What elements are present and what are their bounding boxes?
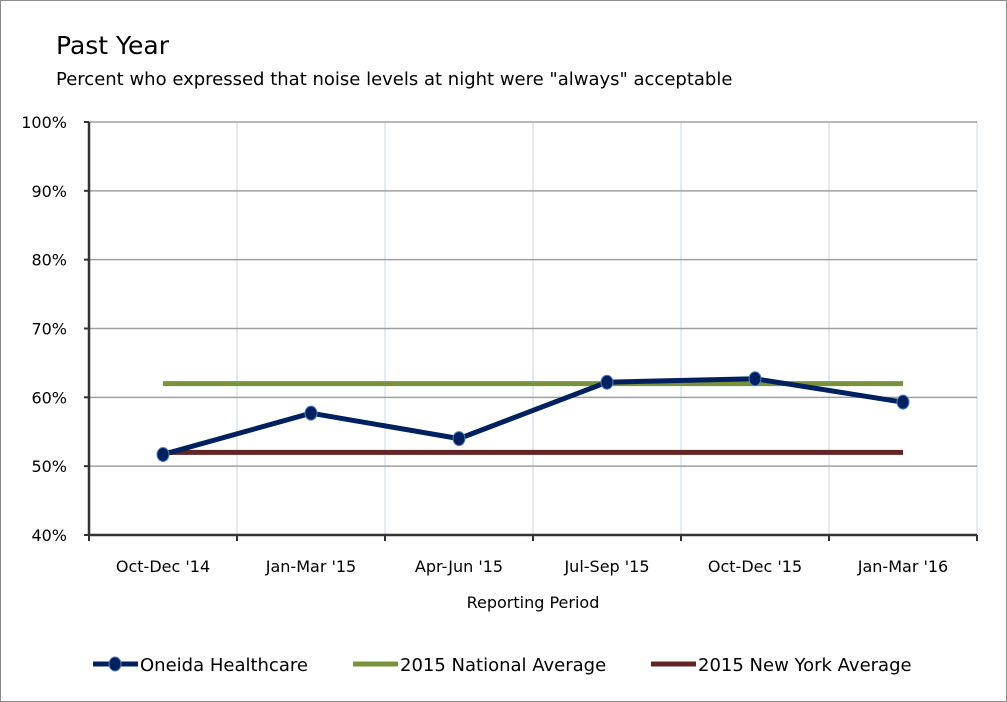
legend-label: 2015 New York Average: [698, 655, 912, 676]
y-tick-label: 70%: [31, 320, 67, 339]
data-point: [452, 431, 466, 447]
x-axis-label: Reporting Period: [467, 593, 600, 612]
data-point: [304, 405, 318, 421]
y-tick-label: 40%: [31, 526, 67, 545]
data-point: [748, 371, 762, 387]
x-tick-label: Jan-Mar '15: [265, 557, 356, 576]
x-tick-label: Oct-Dec '15: [708, 557, 802, 576]
y-tick-label: 100%: [21, 113, 67, 132]
legend-item: Oneida Healthcare: [93, 655, 308, 676]
data-point: [896, 394, 910, 410]
legend-label: Oneida Healthcare: [140, 655, 308, 676]
x-tick-label: Jan-Mar '16: [857, 557, 948, 576]
x-tick-label: Oct-Dec '14: [116, 557, 210, 576]
y-tick-label: 90%: [31, 182, 67, 201]
legend-marker: [108, 656, 122, 672]
y-tick-label: 50%: [31, 457, 67, 476]
x-tick-label: Apr-Jun '15: [415, 557, 503, 576]
chart-title: Past Year: [56, 31, 170, 60]
y-tick-label: 80%: [31, 251, 67, 270]
x-tick-label: Jul-Sep '15: [563, 557, 649, 576]
data-point: [600, 374, 614, 390]
legend-item: 2015 National Average: [353, 655, 606, 676]
series-line-oneida-healthcare: [162, 376, 904, 457]
y-tick-label: 60%: [31, 388, 67, 407]
legend-label: 2015 National Average: [400, 655, 606, 676]
legend-item: 2015 New York Average: [651, 655, 912, 676]
chart-subtitle: Percent who expressed that noise levels …: [56, 69, 732, 90]
data-point: [156, 446, 170, 462]
